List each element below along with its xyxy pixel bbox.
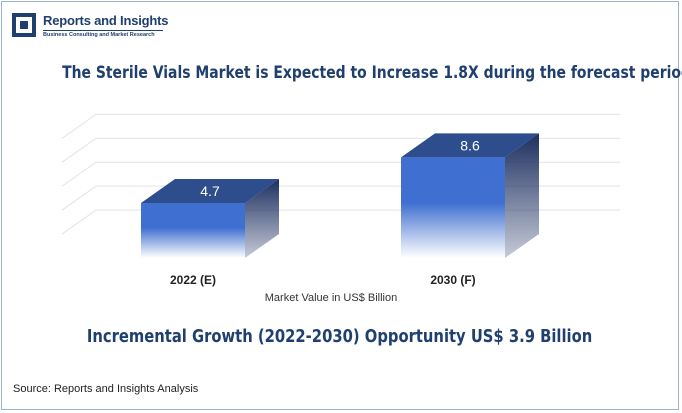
- bar-front: [401, 157, 505, 258]
- source-note: Source: Reports and Insights Analysis: [13, 383, 199, 395]
- bar-top: [401, 133, 539, 158]
- bar-side: [505, 133, 539, 258]
- bar: [401, 133, 539, 258]
- data-label: 8.6: [460, 137, 480, 153]
- bar-side: [245, 179, 279, 258]
- gridline: [61, 113, 620, 139]
- logo-square-icon: [12, 13, 36, 37]
- brand-tagline: Business Consulting and Market Research: [43, 32, 155, 38]
- brand-name: Reports and Insights: [43, 13, 169, 28]
- bar-front: [141, 203, 245, 258]
- x-axis-title: Market Value in US$ Billion: [265, 292, 397, 304]
- brand-rule: [43, 30, 163, 31]
- bars: 4.7 8.6: [141, 133, 539, 258]
- bar-top: [141, 179, 279, 204]
- category-labels: 2022 (E) 2030 (F): [170, 273, 476, 287]
- category-label: 2030 (F): [430, 273, 475, 287]
- growth-subheadline: Incremental Growth (2022-2030) Opportuni…: [86, 326, 593, 347]
- data-label: 4.7: [200, 183, 220, 199]
- bar: [141, 179, 279, 258]
- category-label: 2022 (E): [170, 273, 216, 287]
- chart-headline: The Sterile Vials Market is Expected to …: [62, 63, 682, 83]
